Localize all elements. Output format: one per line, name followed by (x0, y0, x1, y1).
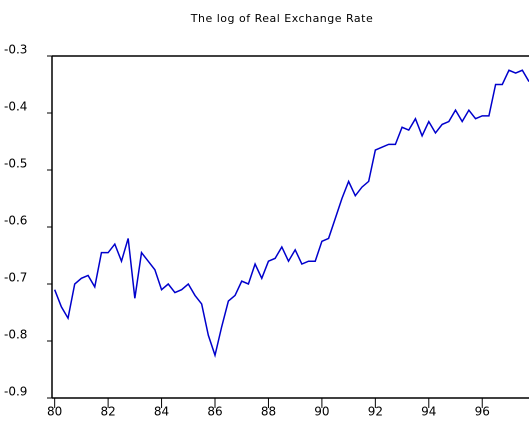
x-tick-label: 84 (154, 405, 169, 419)
x-tick-label: 96 (475, 405, 490, 419)
y-tick-label: -0.6 (4, 214, 27, 228)
x-tick-label: 92 (368, 405, 383, 419)
y-tick-label: -0.3 (4, 43, 27, 57)
data-line (53, 69, 529, 358)
x-tick-label: 82 (100, 405, 115, 419)
y-tick-label: -0.8 (4, 328, 27, 342)
y-tick-label: -0.4 (4, 100, 27, 114)
x-tick-label: 80 (47, 405, 62, 419)
y-tick-label: -0.7 (4, 271, 27, 285)
x-tick-label: 86 (207, 405, 222, 419)
x-tick-label: 94 (421, 405, 436, 419)
y-tick-label: -0.9 (4, 385, 27, 399)
chart-title: The log of Real Exchange Rate (190, 12, 374, 25)
x-tick-label: 88 (261, 405, 276, 419)
x-tick-label: 90 (314, 405, 329, 419)
y-tick-label: -0.5 (4, 157, 27, 171)
